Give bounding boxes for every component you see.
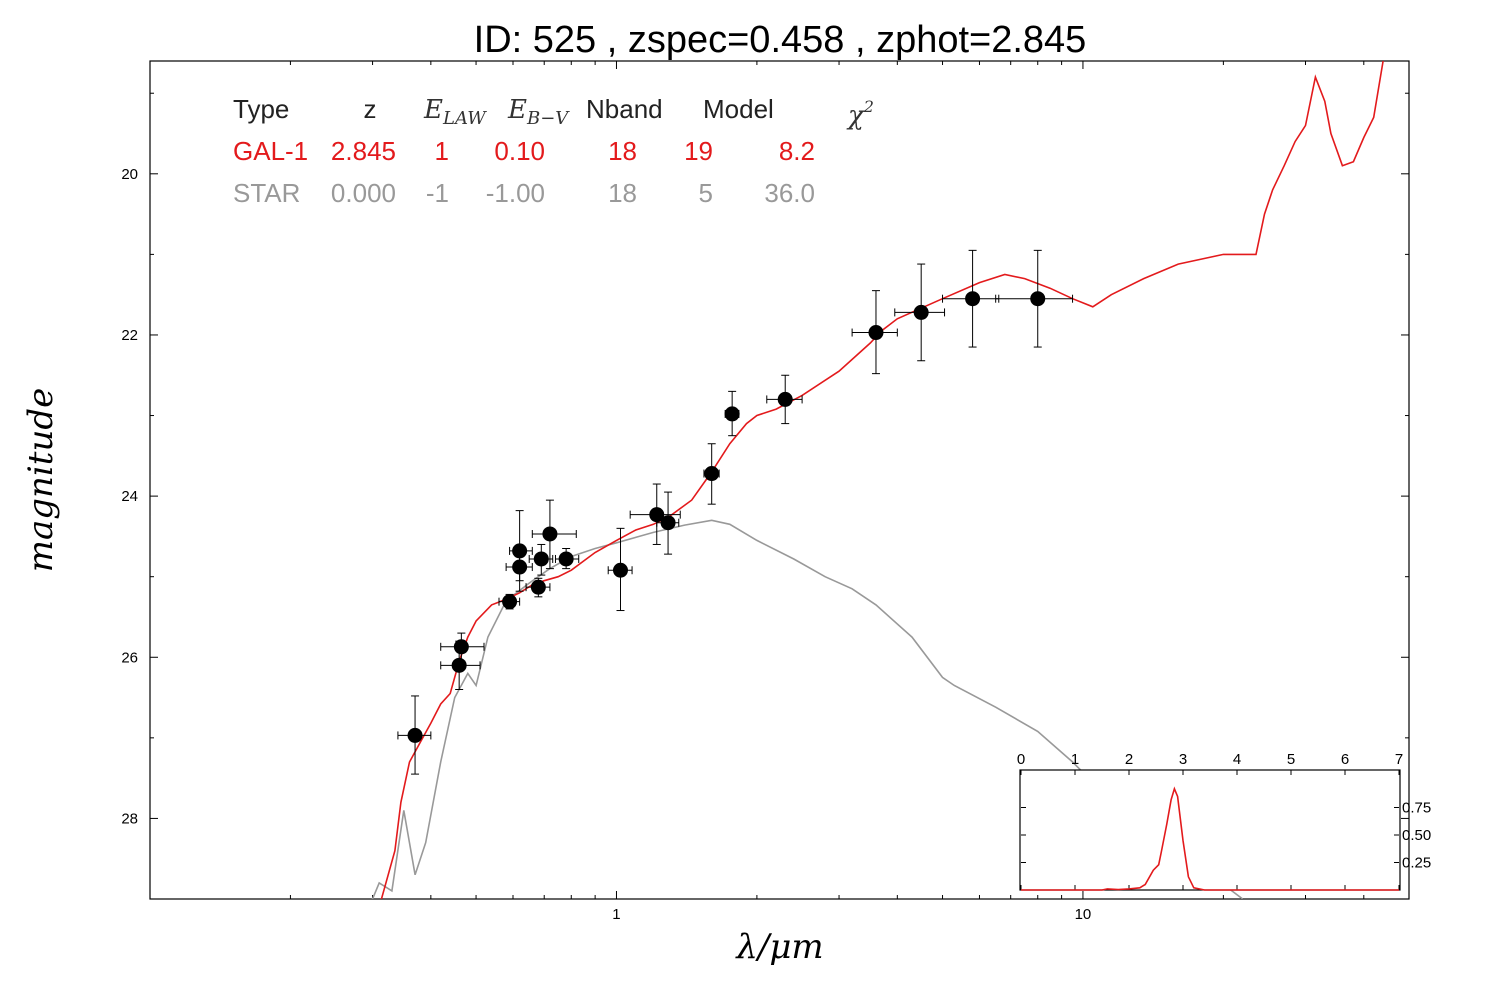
photometry-marker bbox=[612, 562, 628, 578]
inset-x-tick-label: 2 bbox=[1125, 751, 1133, 768]
inset-y-tick-label: 0.25 bbox=[1402, 855, 1431, 872]
inset-y-axis: 0.75 0.50 0.25 bbox=[1021, 800, 1431, 872]
photometry-point bbox=[528, 543, 554, 576]
gal-row-type: GAL-1 bbox=[233, 136, 308, 166]
photometry-layer bbox=[397, 249, 1074, 775]
table-header-z: z bbox=[364, 94, 377, 124]
photometry-marker bbox=[512, 543, 528, 559]
gal-row-nband: 18 bbox=[608, 136, 637, 166]
photometry-marker bbox=[704, 466, 720, 482]
photometry-point bbox=[505, 552, 533, 582]
photometry-point bbox=[995, 249, 1074, 348]
table-header-type: Type bbox=[233, 94, 289, 124]
photometry-marker bbox=[451, 657, 467, 673]
star-row-nband: 18 bbox=[608, 178, 637, 208]
photometry-point bbox=[656, 491, 680, 555]
inset-x-tick-label: 6 bbox=[1341, 751, 1349, 768]
inset-x-tick-label: 3 bbox=[1179, 751, 1187, 768]
table-header-ebv: EB−V bbox=[507, 95, 570, 129]
photometry-marker bbox=[453, 639, 469, 655]
plot-area bbox=[149, 60, 1410, 900]
photometry-marker bbox=[542, 526, 558, 542]
photometry-marker bbox=[965, 291, 981, 307]
photometry-marker bbox=[502, 594, 518, 610]
table-header-nband: Nband bbox=[586, 94, 663, 124]
gal-row-z: 2.845 bbox=[331, 136, 396, 166]
photometry-marker bbox=[512, 559, 528, 575]
photometry-marker bbox=[777, 391, 793, 407]
inset-x-tick-label: 0 bbox=[1017, 751, 1025, 768]
star-row-model: 5 bbox=[699, 178, 713, 208]
pdz-line bbox=[1021, 786, 1399, 891]
galaxy-model-line bbox=[380, 61, 1384, 899]
photometry-point bbox=[703, 443, 720, 505]
photometry-point bbox=[554, 547, 580, 570]
inset-x-tick-label: 5 bbox=[1287, 751, 1295, 768]
gal-row-elaw: 1 bbox=[435, 136, 449, 166]
photometry-marker bbox=[533, 551, 549, 567]
inset-pdz-curve bbox=[1021, 786, 1399, 891]
photometry-point bbox=[397, 695, 432, 775]
photometry-point bbox=[942, 249, 1000, 348]
y-tick-label: 22 bbox=[121, 327, 138, 344]
y-tick-label: 20 bbox=[121, 166, 138, 183]
inset-x-tick-label: 7 bbox=[1395, 751, 1403, 768]
star-row-chi2: 36.0 bbox=[764, 178, 815, 208]
photometry-marker bbox=[407, 727, 423, 743]
photometry-marker bbox=[868, 325, 884, 341]
chart-title: ID: 525 , zspec=0.458 , zphot=2.845 bbox=[474, 19, 1087, 61]
photometry-point bbox=[509, 510, 533, 592]
inset-x-tick-label: 1 bbox=[1071, 751, 1079, 768]
x-axis-label: λ/μm bbox=[734, 927, 823, 967]
gal-row-model: 19 bbox=[684, 136, 713, 166]
photometry-marker bbox=[913, 304, 929, 320]
photometry-point bbox=[525, 577, 551, 598]
photometry-point bbox=[851, 290, 898, 375]
photometry-marker bbox=[724, 406, 740, 422]
photometry-point bbox=[607, 527, 633, 612]
y-tick-label: 28 bbox=[121, 810, 138, 827]
photometry-point bbox=[498, 593, 521, 610]
photometry-marker bbox=[558, 551, 574, 567]
inset-border bbox=[1019, 769, 1401, 891]
x-axis: 1 10 bbox=[149, 61, 1410, 923]
x-tick-label: 1 bbox=[612, 906, 620, 923]
y-tick-label: 26 bbox=[121, 649, 138, 666]
y-axis-label: magnitude bbox=[21, 388, 61, 573]
table-header-model: Model bbox=[703, 94, 774, 124]
table-header-chi2: χ2 bbox=[846, 97, 874, 131]
gal-row-ebv: 0.10 bbox=[494, 136, 545, 166]
fit-summary-table: Type z ELAW EB−V Nband Model χ2 GAL-1 2.… bbox=[233, 94, 874, 208]
star-row-elaw: -1 bbox=[426, 178, 449, 208]
photometry-marker bbox=[649, 507, 665, 523]
pdz-inset: 0 1 2 3 4 5 6 7 0.75 0.50 0.25 bbox=[1017, 751, 1431, 891]
inset-x-axis: 0 1 2 3 4 5 6 7 bbox=[1017, 751, 1403, 890]
photometry-point bbox=[894, 263, 946, 362]
photometry-point bbox=[724, 390, 740, 437]
photometry-point bbox=[629, 483, 681, 545]
plot-border bbox=[149, 60, 1410, 900]
inset-x-tick-label: 4 bbox=[1233, 751, 1241, 768]
photometry-point bbox=[440, 632, 485, 662]
photometry-point bbox=[531, 499, 577, 570]
inset-y-tick-label: 0.75 bbox=[1402, 800, 1431, 817]
gal-row-chi2: 8.2 bbox=[779, 136, 815, 166]
star-row-z: 0.000 bbox=[331, 178, 396, 208]
photometry-marker bbox=[530, 579, 546, 595]
photometry-marker bbox=[660, 515, 676, 531]
y-tick-label: 24 bbox=[121, 488, 138, 505]
table-header-elaw: ELAW bbox=[423, 95, 487, 129]
galaxy-model-layer bbox=[380, 61, 1384, 899]
photometry-marker bbox=[1030, 291, 1046, 307]
star-row-ebv: -1.00 bbox=[486, 178, 545, 208]
x-tick-label: 10 bbox=[1075, 906, 1092, 923]
star-row-type: STAR bbox=[233, 178, 300, 208]
inset-y-tick-label: 0.50 bbox=[1402, 827, 1431, 844]
photometry-point bbox=[766, 374, 803, 425]
